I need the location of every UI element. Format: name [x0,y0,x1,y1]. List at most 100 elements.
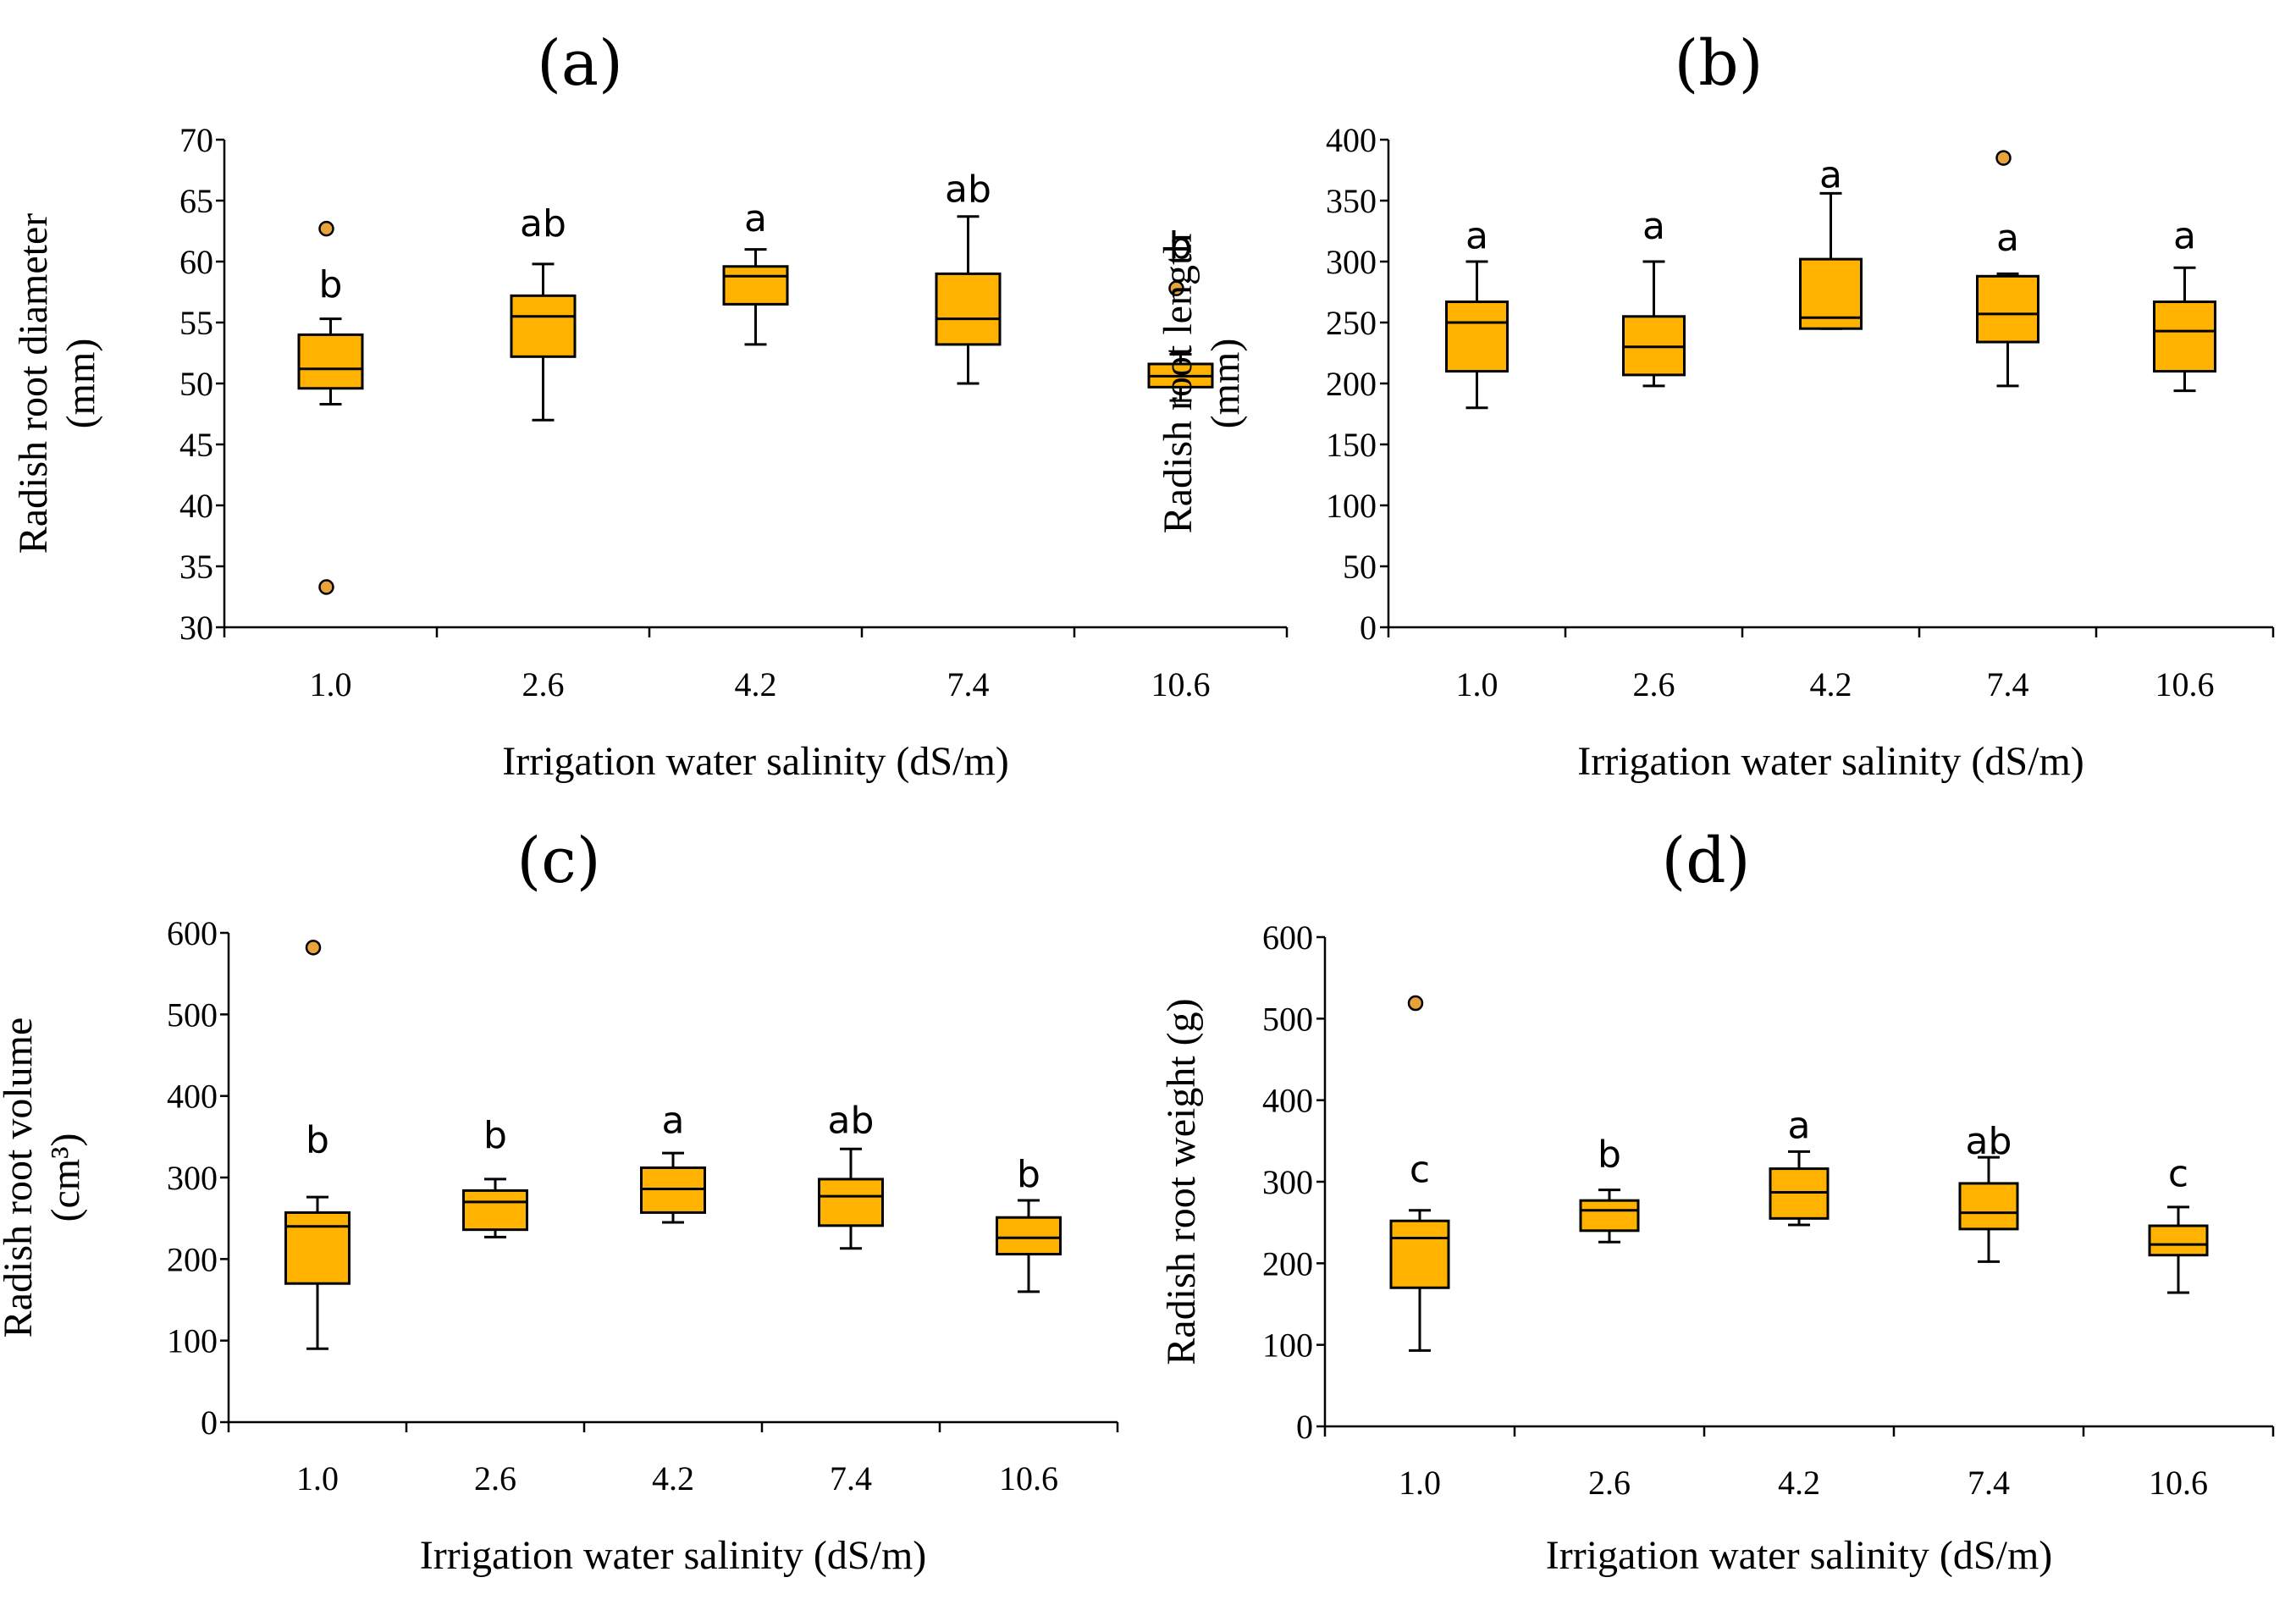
iqr-box [297,333,364,390]
y-tick-label: 70 [179,121,213,159]
y-tick-label: 100 [1326,487,1377,525]
chart-panel-2: (b) 0 50 100 150 200 250 300 350 400 1.0 2.6 4.2 7.4 1… [1156,27,2275,784]
x-tick-label: 4.2 [1778,1464,1820,1502]
iqr-box [2148,1224,2209,1257]
x-tick-label: 7.4 [830,1459,872,1497]
iqr-box [1579,1199,1640,1233]
y-tick-label: 500 [167,996,218,1034]
y-tick-label: 40 [179,487,213,525]
significance-letter: c [2168,1152,2188,1195]
significance-letter: a [662,1100,685,1143]
iqr-box [935,272,1002,346]
significance-letter: c [1410,1149,1430,1192]
iqr-box [510,294,577,358]
significance-letter: b [1017,1153,1040,1196]
y-tick-label: 0 [1296,1408,1313,1446]
significance-letter: ab [828,1100,875,1143]
x-axis-label: Irrigation water salinity (dS/m) [502,739,1009,784]
x-tick-label: 2.6 [1633,665,1675,703]
panel-title: (c) [516,825,600,897]
y-axis-label-line: (mm) [1203,339,1248,429]
panel-title: (a) [537,27,623,100]
y-tick-label: 300 [167,1159,218,1197]
iqr-box [1976,274,2039,344]
x-tick-label: 7.4 [1968,1464,2010,1502]
outlier-point [1168,280,1184,296]
significance-letter: b [306,1119,329,1162]
iqr-box [1958,1182,2019,1231]
y-tick-label: 65 [179,182,213,220]
box-plot-4.2: a [1769,1105,1830,1227]
x-tick-label: 1.0 [1399,1464,1441,1502]
y-tick-label: 30 [179,609,213,647]
y-tick-label: 0 [201,1404,218,1442]
significance-letter: a [2173,214,2196,257]
x-tick-label: 4.2 [652,1459,694,1497]
box-plot-1.0: b [284,940,350,1350]
box-plot-1.0: a [1445,214,1509,410]
significance-letter: ab [1966,1120,2012,1163]
box-plot-2.6: a [1622,205,1686,388]
x-tick-label: 2.6 [522,665,565,703]
y-tick-label: 45 [179,426,213,464]
outlier-point [318,220,334,237]
y-axis-label: Radish root length(mm) [1156,234,1248,534]
box-plot-1.0: c [1389,995,1450,1352]
y-tick-label: 100 [1262,1326,1313,1365]
outlier-point [1995,150,2012,166]
significance-letter: a [1996,217,2019,260]
x-axis-label: Irrigation water salinity (dS/m) [1546,1533,2053,1578]
x-tick-label: 4.2 [1810,665,1852,703]
x-tick-label: 1.0 [296,1459,339,1497]
box-plot-10.6: b [996,1153,1062,1293]
x-tick-label: 7.4 [947,665,990,703]
box-plot-1.0: b [297,220,364,595]
y-tick-label: 600 [1262,918,1313,957]
box-plot-10.6: c [2148,1152,2209,1294]
box-plot-2.6: ab [510,202,577,422]
x-tick-label: 2.6 [1588,1464,1631,1502]
y-axis-label-line: (mm) [58,339,103,429]
y-axis-label-line: (cm³) [43,1133,88,1222]
x-tick-label: 7.4 [1987,665,2029,703]
x-tick-label: 10.6 [2155,665,2215,703]
significance-letter: a [1465,214,1488,257]
x-axis-label: Irrigation water salinity (dS/m) [420,1533,927,1578]
iqr-box [284,1211,350,1285]
y-axis-label: Radish root volume(cm³) [0,1018,88,1338]
significance-letter: b [483,1114,507,1157]
significance-letter: a [1819,153,1842,196]
significance-letter: a [1642,205,1665,248]
iqr-box [722,265,789,306]
box-plot-7.4: ab [818,1100,884,1250]
y-axis-label: Radish root weight (g) [1159,998,1204,1365]
box-plot-10.6: b [1147,224,1214,402]
y-tick-label: 400 [1262,1082,1313,1120]
significance-letter: ab [945,168,991,212]
significance-letter: b [1598,1133,1621,1176]
box-plot-4.2: a [722,197,789,346]
box-plot-2.6: b [1579,1133,1640,1244]
y-axis-label: Radish root diameter(mm) [11,213,103,554]
y-tick-label: 50 [1343,548,1377,586]
chart-panel-1: (a) 30 35 40 45 50 55 60 65 70 1.0 2.6 4.2 7.4 10.6 Irr… [11,27,1289,784]
x-tick-label: 2.6 [474,1459,516,1497]
box-plot-10.6: a [2153,214,2216,393]
iqr-box [462,1189,528,1232]
box-plot-7.4: ab [935,168,1002,385]
y-tick-label: 600 [167,914,218,952]
iqr-box [818,1178,884,1227]
y-tick-label: 400 [167,1078,218,1116]
y-tick-label: 0 [1360,609,1377,647]
box-plot-2.6: b [462,1114,528,1238]
iqr-box [1389,1219,1450,1289]
chart-panel-4: (d) 0 100 200 300 400 500 600 1.0 2.6 4.2 7.4 10.6 Ir… [1159,825,2275,1578]
y-axis-label-line: Radish root diameter [11,213,56,554]
significance-letter: b [319,263,343,306]
iqr-box [2153,301,2216,373]
y-tick-label: 200 [1262,1244,1313,1282]
x-tick-label: 4.2 [735,665,777,703]
significance-letter: a [1788,1105,1811,1148]
panel-title: (d) [1661,825,1750,897]
